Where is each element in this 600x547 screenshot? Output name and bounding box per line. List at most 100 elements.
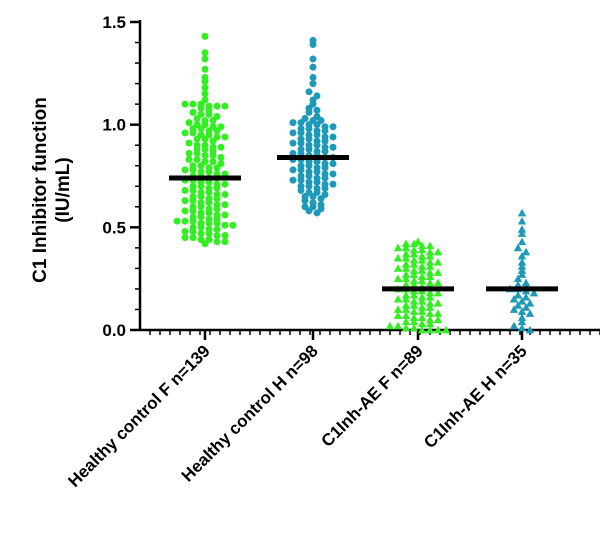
data-point-triangle (517, 313, 527, 322)
data-point-circle (309, 63, 317, 71)
data-point-circle (201, 135, 209, 143)
data-point-circle (205, 219, 213, 227)
data-point-circle (297, 186, 305, 194)
data-point-circle (321, 174, 329, 182)
data-point-triangle (401, 274, 411, 283)
data-point-triangle (433, 247, 443, 256)
data-point-triangle (513, 290, 523, 299)
data-point-triangle (417, 245, 427, 254)
data-point-triangle (393, 321, 403, 330)
data-point-circle (297, 176, 305, 184)
data-point-triangle (401, 243, 411, 252)
y-tick-label: 0.5 (102, 218, 126, 237)
data-point-circle (305, 145, 313, 153)
data-point-triangle (409, 270, 419, 278)
data-point-circle (189, 129, 197, 137)
data-point-circle (305, 207, 313, 215)
data-point-triangle (417, 262, 427, 270)
data-point-triangle (409, 301, 419, 309)
data-point-triangle (525, 325, 535, 334)
data-point-triangle (409, 280, 419, 289)
data-point-triangle (425, 303, 435, 311)
data-point-triangle (425, 268, 435, 276)
data-point-triangle (401, 317, 411, 326)
data-point-circle (213, 102, 221, 110)
data-point-triangle (425, 319, 435, 328)
data-point-triangle (425, 278, 435, 287)
data-point-triangle (393, 295, 403, 303)
data-point-triangle (417, 313, 427, 322)
data-point-triangle (401, 270, 411, 278)
data-point-circle (321, 184, 329, 192)
data-point-circle (313, 106, 321, 114)
data-point-triangle (401, 239, 411, 248)
data-point-circle (181, 129, 189, 137)
data-point-triangle (393, 311, 403, 319)
data-point-circle (213, 225, 221, 233)
data-point-triangle (517, 297, 527, 305)
data-point-triangle (433, 315, 443, 324)
data-point-circle (209, 151, 217, 159)
data-point-circle (221, 211, 229, 219)
data-point-triangle (425, 309, 435, 317)
data-point-triangle (417, 307, 427, 315)
data-point-circle (193, 115, 201, 123)
data-point-circle (221, 221, 229, 229)
data-point-circle (197, 213, 205, 221)
data-point-triangle (409, 323, 419, 332)
data-point-circle (181, 207, 189, 215)
data-point-triangle (425, 299, 435, 307)
data-point-triangle (517, 237, 527, 246)
data-point-circle (321, 127, 329, 135)
data-point-triangle (425, 262, 435, 270)
data-point-circle (213, 127, 221, 135)
data-point-circle (217, 143, 225, 151)
data-point-circle (313, 131, 321, 139)
data-point-circle (313, 141, 321, 149)
y-axis-label: C1 Inhibitor function (30, 97, 51, 283)
data-point-triangle (517, 216, 527, 225)
data-point-triangle (409, 317, 419, 326)
data-point-triangle (417, 276, 427, 285)
data-point-triangle (433, 309, 443, 317)
data-point-triangle (401, 249, 411, 258)
data-point-circle (185, 119, 193, 127)
data-point-triangle (409, 276, 419, 285)
data-point-triangle (513, 274, 523, 283)
data-point-triangle (401, 264, 411, 272)
data-point-circle (221, 180, 229, 188)
data-point-triangle (521, 278, 531, 287)
data-point-triangle (517, 208, 527, 217)
data-point-triangle (509, 305, 519, 313)
data-point-circle (209, 137, 217, 145)
data-point-circle (313, 168, 321, 176)
data-point-triangle (409, 313, 419, 322)
data-point-circle (321, 137, 329, 145)
data-point-triangle (517, 266, 527, 274)
data-point-circle (209, 158, 217, 166)
data-point-triangle (409, 260, 419, 268)
data-point-triangle (393, 243, 403, 252)
data-point-circle (297, 119, 305, 127)
data-point-triangle (517, 225, 527, 233)
data-point-circle (321, 164, 329, 172)
axis-labels: C1 Inhibitor function (IU/mL) (30, 97, 74, 283)
data-point-triangle (433, 299, 443, 307)
data-point-circle (289, 119, 297, 127)
data-point-circle (213, 219, 221, 227)
data-point-circle (201, 78, 209, 86)
data-point-circle (289, 176, 297, 184)
data-point-triangle (517, 229, 527, 237)
data-point-circle (329, 170, 337, 178)
data-point-triangle (417, 292, 427, 301)
data-point-triangle (417, 255, 427, 264)
median-lines (169, 155, 558, 292)
data-point-circle (193, 156, 201, 164)
data-point-triangle (409, 297, 419, 305)
data-point-circle (221, 102, 229, 110)
data-point-circle (305, 162, 313, 170)
data-point-triangle (425, 247, 435, 256)
data-point-circle (181, 217, 189, 225)
